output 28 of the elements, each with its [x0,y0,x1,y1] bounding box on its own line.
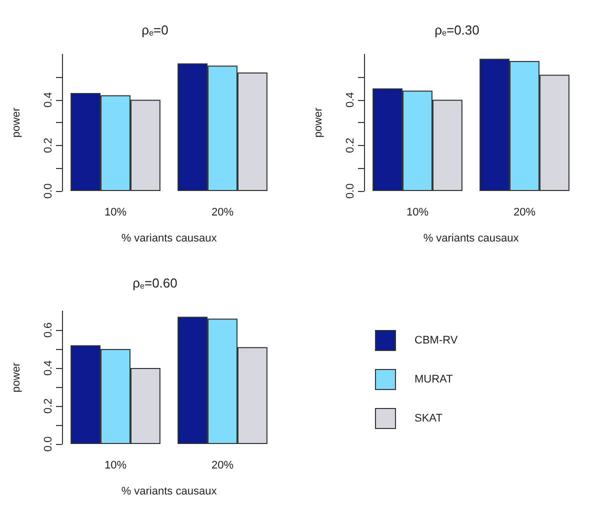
y-tick-label: 0.2 [42,398,54,414]
y-tick-label: 0.2 [344,138,356,154]
y-tick-label: 0.2 [42,138,54,154]
x-axis-title: % variants causaux [121,232,218,244]
chart-title: ρe=0 [142,22,168,38]
y-tick-label: 0.4 [42,92,54,108]
legend-label: CBM-RV [414,334,458,346]
chart-title: ρe=0.30 [434,22,480,38]
x-tick-label: 20% [211,206,234,218]
x-axis-title: % variants causaux [121,486,218,498]
legend-label: MURAT [414,374,454,386]
x-tick-label: 20% [513,206,536,218]
y-tick-label: 0.0 [42,436,54,452]
y-axis-title: power [312,107,324,138]
x-tick-label: 10% [406,206,429,218]
x-tick-label: 20% [211,460,234,472]
y-tick-label: 0.0 [42,183,54,199]
y-axis-title: power [10,107,22,138]
x-axis-title: % variants causaux [423,232,520,244]
x-tick-label: 10% [104,460,127,472]
y-tick-label: 0.4 [344,92,356,108]
y-tick-label: 0.4 [42,360,54,376]
x-tick-label: 10% [104,206,127,218]
legend-label: SKAT [414,412,443,424]
chart-title: ρe=0.60 [132,276,178,290]
y-axis-title: power [10,362,22,392]
y-tick-label: 0.0 [344,183,356,199]
y-tick-label: 0.6 [42,322,54,338]
